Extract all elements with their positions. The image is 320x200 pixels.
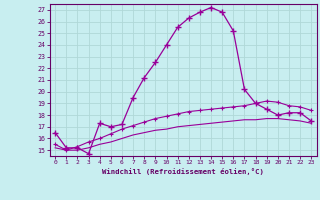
X-axis label: Windchill (Refroidissement éolien,°C): Windchill (Refroidissement éolien,°C) [102,168,264,175]
